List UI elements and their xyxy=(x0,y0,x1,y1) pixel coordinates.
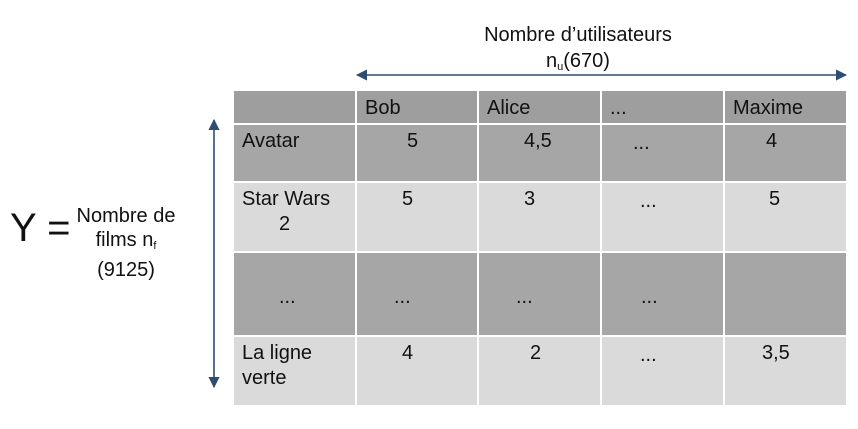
table-cell: 4 xyxy=(356,336,478,405)
grid-line xyxy=(234,123,846,125)
column-header-bob: Bob xyxy=(356,91,478,124)
table-cell: ... xyxy=(601,336,724,405)
row-name-avatar: Avatar xyxy=(234,124,356,182)
rows-label-line2: films nf xyxy=(95,229,157,252)
rows-label-line1: Nombre de xyxy=(76,205,176,227)
rows-count-label: Nombre de films nf (9125) xyxy=(76,204,176,282)
table-cell xyxy=(724,252,846,336)
grid-line xyxy=(600,91,602,405)
table-cell: ... xyxy=(601,252,724,336)
table-cell: 5 xyxy=(356,124,478,182)
table-cell: 3,5 xyxy=(724,336,846,405)
columns-count-label: Nombre d’utilisateurs nu(670) xyxy=(448,22,708,80)
table-cell: 3 xyxy=(478,182,601,252)
table-cell: 5 xyxy=(356,182,478,252)
row-name-star-wars-2: Star Wars 2 xyxy=(234,182,356,252)
row-name-ellipsis: ... xyxy=(234,252,356,336)
table-header-corner xyxy=(234,91,356,124)
table-cell: ... xyxy=(356,252,478,336)
table-cell: 4 xyxy=(724,124,846,182)
rows-label-line3: (9125) xyxy=(97,259,155,281)
column-header-alice: Alice xyxy=(478,91,601,124)
grid-line xyxy=(234,251,846,253)
row-name-la-ligne-verte: La ligne verte xyxy=(234,336,356,405)
table-cell: ... xyxy=(601,182,724,252)
table-cell: ... xyxy=(601,124,724,182)
column-header-ellipsis: ... xyxy=(601,91,724,124)
column-header-maxime: Maxime xyxy=(724,91,846,124)
grid-line xyxy=(477,91,479,405)
table-cell: 2 xyxy=(478,336,601,405)
cols-label-line2: nu(670) xyxy=(546,50,610,73)
grid-line xyxy=(234,181,846,183)
y-symbol: Y = xyxy=(10,206,71,250)
table-cell: 5 xyxy=(724,182,846,252)
grid-line xyxy=(355,91,357,405)
grid-line xyxy=(234,335,846,337)
cols-label-line1: Nombre d’utilisateurs xyxy=(484,24,672,46)
grid-line xyxy=(723,91,725,405)
table-cell: 4,5 xyxy=(478,124,601,182)
table-cell: ... xyxy=(478,252,601,336)
